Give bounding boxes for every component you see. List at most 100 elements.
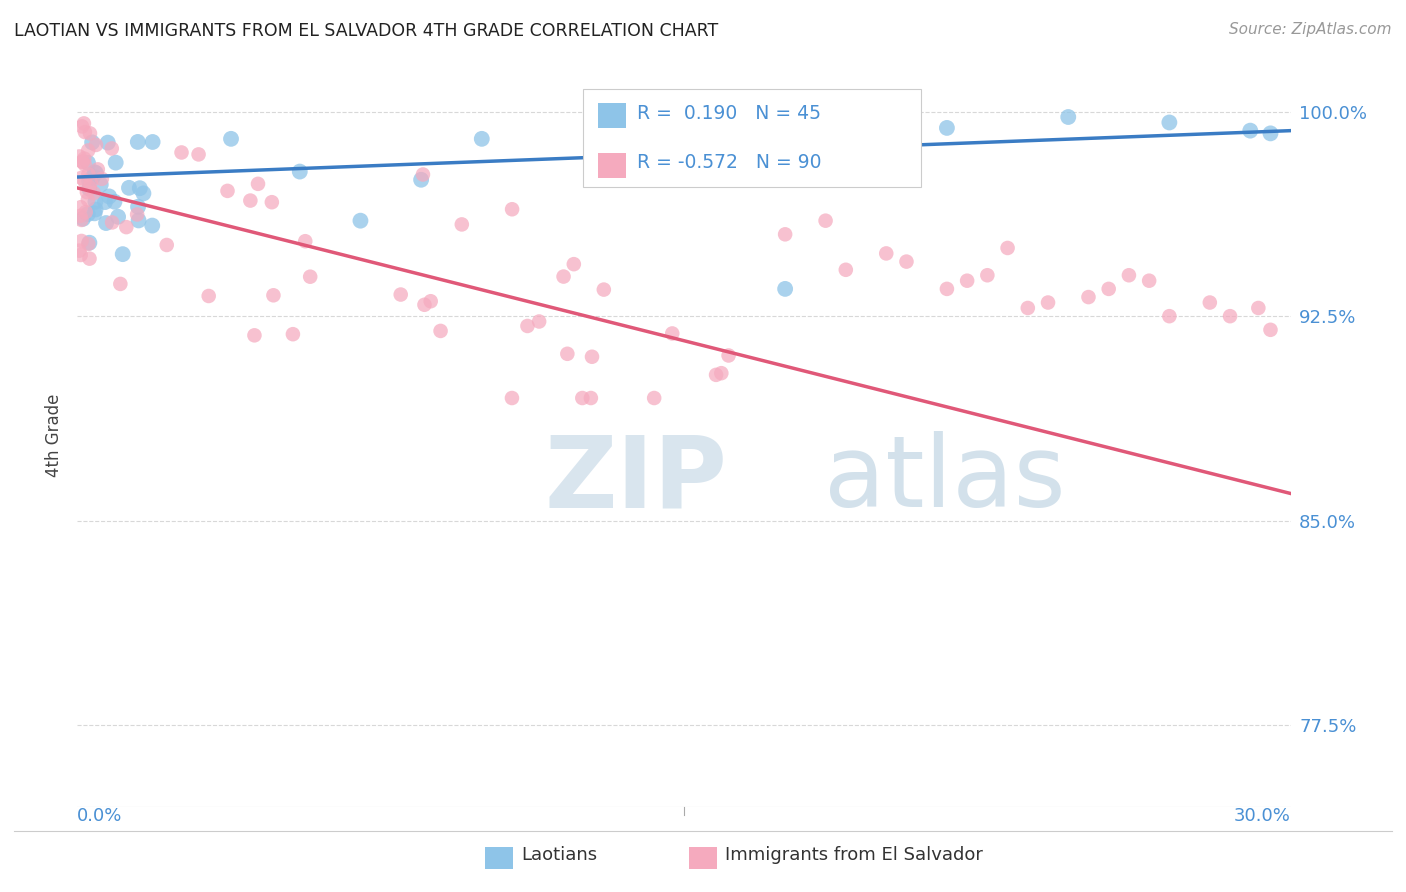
Point [247, 177, 270, 191]
Point [413, 298, 436, 312]
Point [571, 391, 593, 405]
Point [101, 215, 124, 229]
Point [197, 289, 219, 303]
Point [128, 213, 150, 227]
Point [412, 168, 434, 182]
Point [581, 350, 603, 364]
Point [84, 137, 107, 152]
Point [997, 241, 1019, 255]
Point [450, 218, 472, 232]
Text: LAOTIAN VS IMMIGRANTS FROM EL SALVADOR 4TH GRADE CORRELATION CHART: LAOTIAN VS IMMIGRANTS FROM EL SALVADOR 4… [14, 22, 718, 40]
Point [73, 125, 96, 139]
Point [1137, 274, 1160, 288]
Point [1118, 268, 1140, 283]
Point [294, 234, 316, 248]
Point [73, 116, 96, 130]
Point [773, 282, 796, 296]
Point [75, 205, 97, 219]
Point [1159, 309, 1181, 323]
Point [896, 254, 918, 268]
Point [127, 135, 149, 149]
Point [79, 127, 101, 141]
Point [527, 314, 550, 328]
Point [170, 145, 193, 160]
Text: atlas: atlas [824, 431, 1066, 528]
Point [70, 234, 93, 248]
Point [70, 170, 93, 185]
Point [141, 219, 163, 233]
Point [100, 141, 122, 155]
Point [557, 347, 579, 361]
Point [1017, 301, 1039, 315]
Point [1077, 290, 1099, 304]
Point [83, 186, 105, 200]
Point [127, 200, 149, 214]
Point [82, 136, 104, 150]
Point [243, 328, 266, 343]
Point [90, 178, 112, 192]
Point [1239, 123, 1261, 137]
Point [592, 283, 614, 297]
Point [72, 154, 94, 169]
Point [281, 327, 304, 342]
Point [553, 269, 575, 284]
Point [76, 185, 98, 199]
Point [115, 220, 138, 235]
Point [661, 326, 683, 341]
Point [107, 210, 129, 224]
Point [471, 132, 494, 146]
Point [773, 112, 796, 127]
Text: ZIP: ZIP [544, 431, 727, 528]
Point [73, 152, 96, 166]
Point [69, 248, 91, 262]
Point [84, 166, 107, 180]
Point [710, 366, 733, 380]
Point [77, 236, 100, 251]
Point [69, 200, 91, 214]
Point [704, 368, 727, 382]
Point [110, 277, 132, 291]
Point [643, 391, 665, 405]
Point [111, 247, 134, 261]
Point [299, 269, 322, 284]
Text: 30.0%: 30.0% [1234, 807, 1291, 825]
Point [156, 238, 179, 252]
Point [1219, 309, 1241, 323]
Point [411, 173, 433, 187]
Point [79, 252, 101, 266]
Point [1098, 282, 1121, 296]
Point [77, 181, 100, 195]
Point [77, 193, 100, 207]
Point [73, 174, 96, 188]
Text: Laotians: Laotians [522, 847, 598, 864]
Point [67, 244, 90, 258]
Point [70, 120, 93, 134]
Point [562, 257, 585, 271]
Point [1036, 295, 1059, 310]
Point [187, 147, 209, 161]
Point [935, 120, 957, 135]
Point [94, 195, 117, 210]
Point [98, 189, 121, 203]
Point [835, 262, 858, 277]
Point [73, 158, 96, 172]
Point [956, 274, 979, 288]
Point [239, 194, 262, 208]
Point [83, 206, 105, 220]
Point [87, 162, 110, 177]
Point [142, 135, 165, 149]
Point [516, 318, 538, 333]
Point [976, 268, 998, 283]
Point [79, 235, 101, 250]
Point [84, 202, 107, 217]
Point [76, 207, 98, 221]
Point [219, 132, 242, 146]
Point [103, 194, 125, 209]
Point [260, 195, 283, 210]
Point [132, 186, 155, 201]
Point [70, 213, 93, 227]
Point [83, 165, 105, 179]
Text: Immigrants from El Salvador: Immigrants from El Salvador [725, 847, 983, 864]
Point [128, 181, 150, 195]
Point [69, 209, 91, 223]
